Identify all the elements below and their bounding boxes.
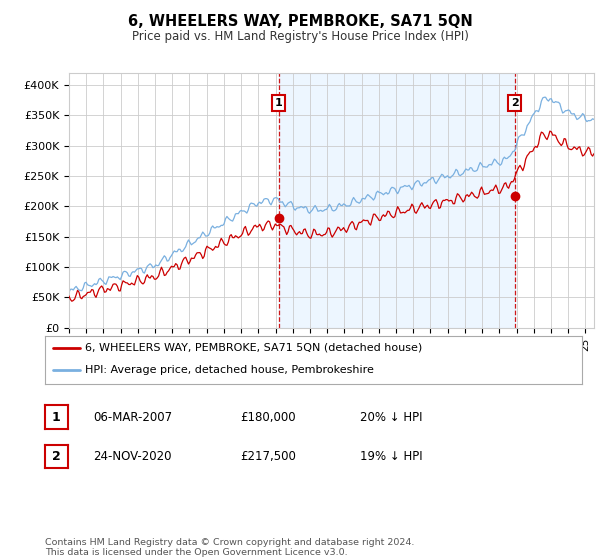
Text: 19% ↓ HPI: 19% ↓ HPI: [360, 450, 422, 463]
Text: 24-NOV-2020: 24-NOV-2020: [93, 450, 172, 463]
Text: 20% ↓ HPI: 20% ↓ HPI: [360, 410, 422, 424]
Text: HPI: Average price, detached house, Pembrokeshire: HPI: Average price, detached house, Pemb…: [85, 365, 374, 375]
Text: Contains HM Land Registry data © Crown copyright and database right 2024.
This d: Contains HM Land Registry data © Crown c…: [45, 538, 415, 557]
Text: 6, WHEELERS WAY, PEMBROKE, SA71 5QN (detached house): 6, WHEELERS WAY, PEMBROKE, SA71 5QN (det…: [85, 343, 422, 353]
Text: 1: 1: [275, 98, 283, 108]
Text: 06-MAR-2007: 06-MAR-2007: [93, 410, 172, 424]
Text: 2: 2: [511, 98, 518, 108]
Text: Price paid vs. HM Land Registry's House Price Index (HPI): Price paid vs. HM Land Registry's House …: [131, 30, 469, 43]
Text: 2: 2: [52, 450, 61, 463]
Text: 6, WHEELERS WAY, PEMBROKE, SA71 5QN: 6, WHEELERS WAY, PEMBROKE, SA71 5QN: [128, 14, 472, 29]
Text: £217,500: £217,500: [240, 450, 296, 463]
Bar: [278, 73, 515, 328]
Text: £180,000: £180,000: [240, 410, 296, 424]
Text: 1: 1: [52, 410, 61, 424]
